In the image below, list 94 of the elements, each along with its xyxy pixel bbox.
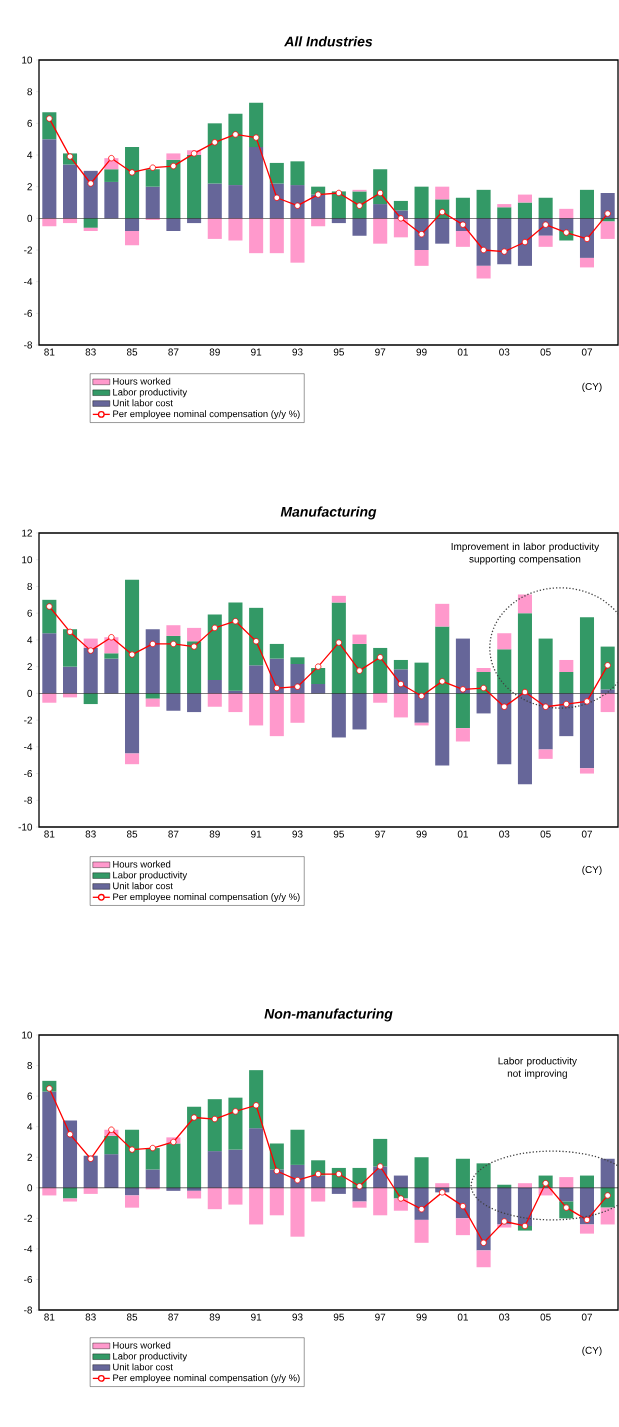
x-tick-label: 95: [333, 1313, 344, 1321]
y-tick-label: 0: [27, 689, 33, 697]
legend-label: Unit labor cost: [113, 399, 173, 407]
y-tick-label: -8: [24, 796, 33, 804]
x-tick-label: 81: [44, 1313, 55, 1321]
legend-label: Per employee nominal compensation (y/y %): [113, 1374, 300, 1384]
y-tick-label: 0: [27, 1184, 33, 1192]
x-tick-label: 07: [581, 830, 593, 838]
x-axis-title: (CY): [582, 382, 602, 392]
legend-label: Labor productivity: [113, 388, 188, 398]
x-tick-label: 99: [416, 830, 427, 838]
x-tick-label: 81: [44, 348, 55, 356]
x-tick-label: 05: [540, 1313, 551, 1321]
legend-label: Hours worked: [113, 860, 171, 868]
y-tick-label: 6: [27, 119, 33, 127]
chart-title: Manufacturing: [280, 506, 377, 520]
y-tick-label: -4: [24, 278, 33, 286]
y-tick-label: -2: [24, 716, 32, 724]
y-tick-label: -10: [18, 823, 33, 831]
x-tick-label: 87: [168, 830, 179, 838]
x-tick-label: 91: [251, 348, 262, 356]
y-tick-label: -8: [24, 341, 33, 349]
x-tick-label: 95: [333, 830, 344, 838]
y-tick-label: 4: [27, 636, 33, 644]
y-tick-label: -6: [24, 1275, 33, 1283]
legend-label: Hours worked: [113, 1341, 171, 1349]
legend-label: Hours worked: [113, 377, 171, 385]
x-tick-label: 03: [499, 1313, 510, 1321]
y-tick-label: -2: [24, 1214, 32, 1222]
x-tick-label: 83: [85, 830, 96, 838]
legend-label: Labor productivity: [113, 871, 188, 881]
x-tick-label: 93: [292, 1313, 303, 1321]
x-tick-label: 05: [540, 830, 551, 838]
x-tick-label: 05: [540, 348, 551, 356]
x-tick-label: 89: [209, 830, 220, 838]
y-tick-label: -6: [24, 309, 33, 317]
annotation: Labor productivity not improving: [498, 1057, 577, 1079]
y-tick-label: 2: [27, 1153, 32, 1161]
annotation: Improvement in labor productivity supporting compensation: [451, 542, 600, 565]
chart-title: All Industries: [284, 36, 373, 47]
y-tick-label: 10: [22, 556, 33, 564]
x-tick-label: 03: [499, 348, 510, 356]
x-tick-label: 83: [85, 1313, 96, 1321]
x-tick-label: 01: [457, 1313, 468, 1321]
x-tick-label: 07: [581, 348, 593, 356]
y-tick-label: 4: [27, 1123, 33, 1131]
y-tick-label: 2: [27, 183, 32, 191]
x-tick-label: 93: [292, 830, 303, 838]
x-tick-label: 99: [416, 348, 427, 356]
legend-label: Labor productivity: [113, 1352, 188, 1362]
legend-label: Unit labor cost: [113, 1363, 173, 1371]
x-tick-label: 91: [251, 830, 262, 838]
x-tick-label: 85: [126, 1313, 138, 1321]
x-tick-label: 87: [168, 348, 179, 356]
x-tick-label: 85: [126, 348, 138, 356]
y-tick-label: 12: [22, 529, 32, 537]
y-tick-label: -4: [24, 1245, 33, 1253]
y-tick-label: -8: [24, 1306, 33, 1314]
x-tick-label: 91: [251, 1313, 262, 1321]
x-tick-label: 99: [416, 1313, 427, 1321]
x-tick-label: 01: [457, 830, 468, 838]
y-tick-label: -4: [24, 743, 33, 751]
x-tick-label: 89: [209, 1313, 220, 1321]
legend-label: Unit labor cost: [113, 882, 173, 890]
legend-label: Per employee nominal compensation (y/y %): [113, 893, 300, 902]
x-tick-label: 97: [375, 1313, 386, 1321]
x-tick-label: 89: [209, 348, 220, 356]
y-tick-label: 0: [27, 214, 33, 222]
x-tick-label: 87: [168, 1313, 179, 1321]
y-tick-label: 8: [27, 582, 33, 590]
y-tick-label: 10: [22, 56, 33, 64]
x-axis-title: (CY): [582, 1346, 602, 1356]
x-tick-label: 07: [581, 1313, 593, 1321]
x-tick-label: 97: [375, 830, 386, 838]
x-tick-label: 81: [44, 830, 55, 838]
y-tick-label: 8: [27, 88, 33, 96]
x-tick-label: 85: [126, 830, 138, 838]
chart-title: Non-manufacturing: [264, 1008, 393, 1022]
x-tick-label: 97: [375, 348, 386, 356]
y-tick-label: 8: [27, 1062, 33, 1070]
x-tick-label: 03: [499, 830, 510, 838]
y-tick-label: 6: [27, 609, 33, 617]
x-tick-label: 95: [333, 348, 344, 356]
x-tick-label: 01: [457, 348, 468, 356]
legend-label: Per employee nominal compensation (y/y %): [113, 410, 300, 420]
y-tick-label: 4: [27, 151, 33, 159]
x-tick-label: 83: [85, 348, 96, 356]
y-tick-label: -2: [24, 246, 32, 254]
x-axis-title: (CY): [582, 865, 602, 876]
y-tick-label: 10: [22, 1031, 33, 1039]
x-tick-label: 93: [292, 348, 303, 356]
y-tick-label: 6: [27, 1092, 33, 1100]
y-tick-label: 2: [27, 663, 32, 671]
y-tick-label: -6: [24, 770, 33, 778]
